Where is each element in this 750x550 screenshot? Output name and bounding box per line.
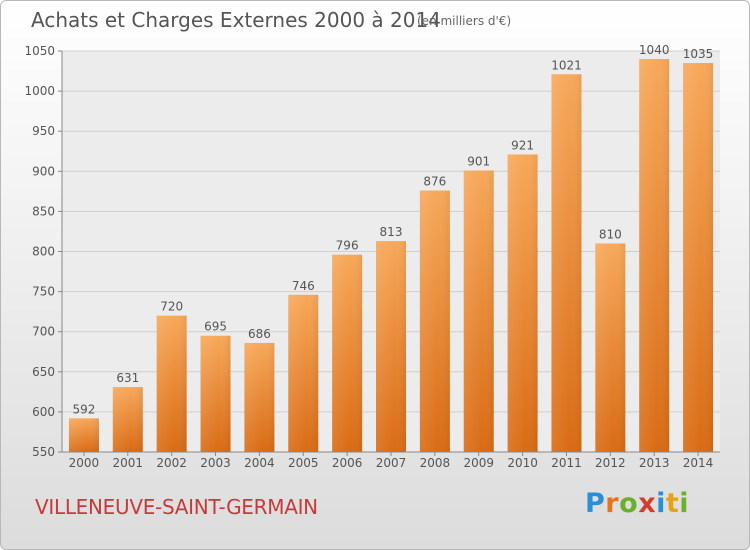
y-tick-label: 950 xyxy=(32,124,55,138)
y-tick-label: 1050 xyxy=(24,44,55,58)
value-label: 796 xyxy=(336,239,359,253)
bar-sheen xyxy=(463,170,494,453)
y-tick-label: 900 xyxy=(32,164,55,178)
x-tick-label: 2000 xyxy=(69,456,100,470)
bar-sheen xyxy=(332,254,363,452)
y-tick-label: 650 xyxy=(32,365,55,379)
value-label: 1040 xyxy=(639,43,670,57)
logo-letter: t xyxy=(665,488,680,519)
bar-sheen xyxy=(507,154,538,452)
bar-sheen xyxy=(376,241,406,452)
value-label: 876 xyxy=(423,175,446,189)
bar-sheen xyxy=(683,63,714,452)
x-tick-label: 2003 xyxy=(200,456,231,470)
x-tick-label: 2005 xyxy=(288,456,319,470)
logo-letter: P xyxy=(585,488,606,519)
x-axis-ticks: 2000 2001 2002 2003 2004 2005 2006 2007 2008 2009… xyxy=(69,452,714,470)
bar-sheen xyxy=(288,294,319,452)
logo-letter: x xyxy=(638,488,657,519)
logo-letter: r xyxy=(605,488,620,519)
x-tick-label: 2002 xyxy=(156,456,187,470)
value-label: 1021 xyxy=(551,58,582,72)
bar-sheen xyxy=(639,59,670,453)
logo-letter: i xyxy=(656,488,666,519)
value-label: 695 xyxy=(204,320,227,334)
logo-letter: o xyxy=(619,488,639,519)
value-label: 631 xyxy=(116,371,139,385)
commune-name: VILLENEUVE-SAINT-GERMAIN xyxy=(35,495,318,519)
bar-sheen xyxy=(551,74,582,453)
bar-sheen xyxy=(156,315,187,452)
y-tick-label: 850 xyxy=(32,204,55,218)
x-tick-label: 2009 xyxy=(463,456,494,470)
y-tick-label: 700 xyxy=(32,325,55,339)
x-tick-label: 2014 xyxy=(683,456,714,470)
x-tick-label: 2007 xyxy=(376,456,407,470)
y-axis-ticks: 550 600 650 700 750 800 850 900 950 1000 1050 xyxy=(24,44,62,459)
bar-sheen xyxy=(419,190,450,452)
value-label: 901 xyxy=(467,154,490,168)
y-tick-label: 750 xyxy=(32,285,55,299)
bar-sheen xyxy=(112,387,143,452)
x-tick-label: 2010 xyxy=(507,456,538,470)
y-tick-label: 1000 xyxy=(24,84,55,98)
chart-unit-label: (en milliers d'€) xyxy=(417,14,512,28)
y-tick-label: 550 xyxy=(32,445,55,459)
y-tick-label: 800 xyxy=(32,245,55,259)
x-tick-label: 2012 xyxy=(595,456,626,470)
bar-sheen xyxy=(595,243,626,452)
x-tick-label: 2006 xyxy=(332,456,363,470)
bar-sheen xyxy=(200,335,231,452)
x-tick-label: 2008 xyxy=(420,456,451,470)
x-tick-label: 2001 xyxy=(113,456,144,470)
value-label: 813 xyxy=(380,225,403,239)
value-label: 921 xyxy=(511,138,534,152)
value-label: 810 xyxy=(599,227,622,241)
value-labels: 592 631 720 695 686 746 796 813 876 901 921 1021 810… xyxy=(72,43,713,416)
proxiti-logo: Proxiti xyxy=(585,488,689,519)
bar-sheen xyxy=(68,418,99,452)
value-label: 720 xyxy=(160,300,183,314)
x-tick-label: 2011 xyxy=(551,456,582,470)
x-tick-label: 2004 xyxy=(244,456,275,470)
bars xyxy=(68,59,714,453)
logo-letter: i xyxy=(679,488,690,519)
value-label: 592 xyxy=(72,402,95,416)
bar-sheen xyxy=(244,342,275,452)
value-label: 686 xyxy=(248,327,271,341)
chart-title: Achats et Charges Externes 2000 à 2014 xyxy=(31,8,441,32)
x-tick-label: 2013 xyxy=(639,456,670,470)
value-label: 746 xyxy=(292,279,315,293)
y-tick-label: 600 xyxy=(32,405,55,419)
value-label: 1035 xyxy=(683,47,714,61)
